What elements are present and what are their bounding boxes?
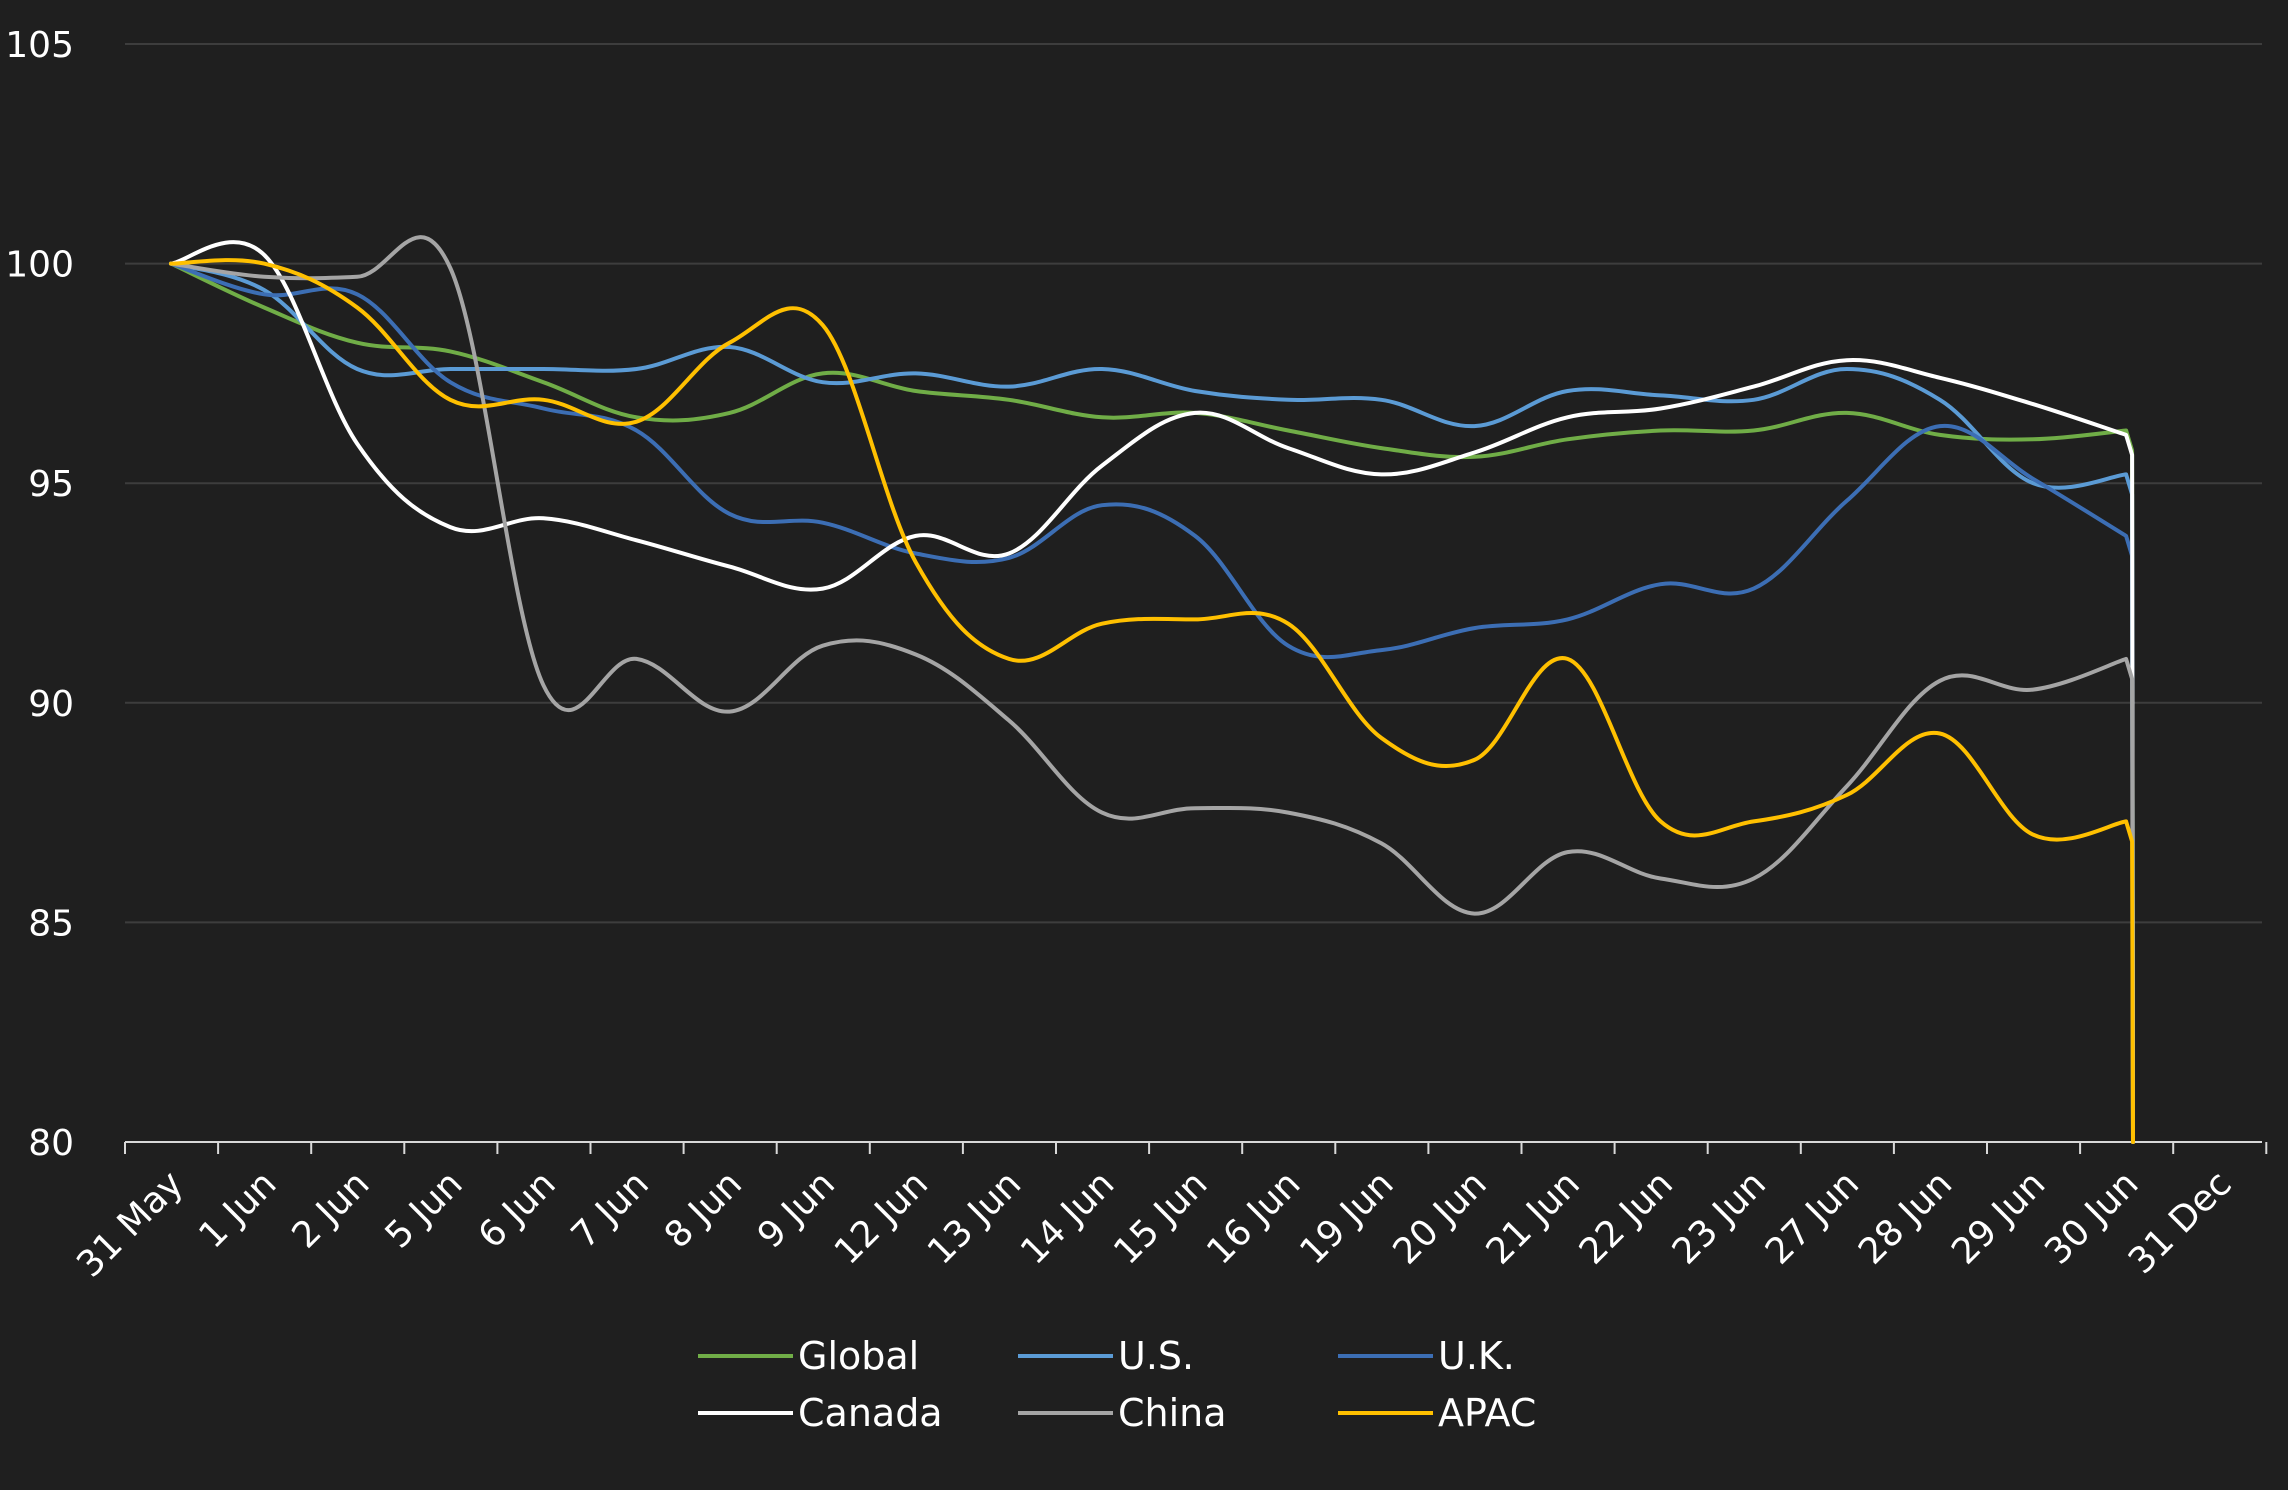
y-axis: 80 85 90 95 100 105 <box>5 25 74 1164</box>
y-tick-label: 90 <box>28 684 74 725</box>
series-line-global <box>169 261 2135 1144</box>
y-tick-label: 80 <box>28 1123 74 1164</box>
legend-label: APAC <box>1438 1391 1536 1435</box>
series-line-us <box>169 261 2135 1144</box>
legend-label: China <box>1118 1391 1227 1435</box>
series-line-apac <box>169 258 2135 1144</box>
series-line-uk <box>169 261 2135 1144</box>
series-lines <box>169 235 2135 1144</box>
y-tick-label: 100 <box>5 245 74 286</box>
y-tick-label: 105 <box>5 25 74 66</box>
legend-label: Global <box>798 1334 919 1378</box>
y-tick-label: 85 <box>28 903 74 944</box>
legend-label: U.S. <box>1118 1334 1194 1378</box>
legend-label: U.K. <box>1438 1334 1515 1378</box>
legend: Global U.S. U.K. Canada China APAC <box>698 1334 1536 1435</box>
gridlines <box>125 43 2262 924</box>
series-line-china <box>169 235 2135 1144</box>
legend-label: Canada <box>798 1391 943 1435</box>
series-line-canada <box>169 240 2135 1144</box>
y-tick-label: 95 <box>28 464 74 505</box>
